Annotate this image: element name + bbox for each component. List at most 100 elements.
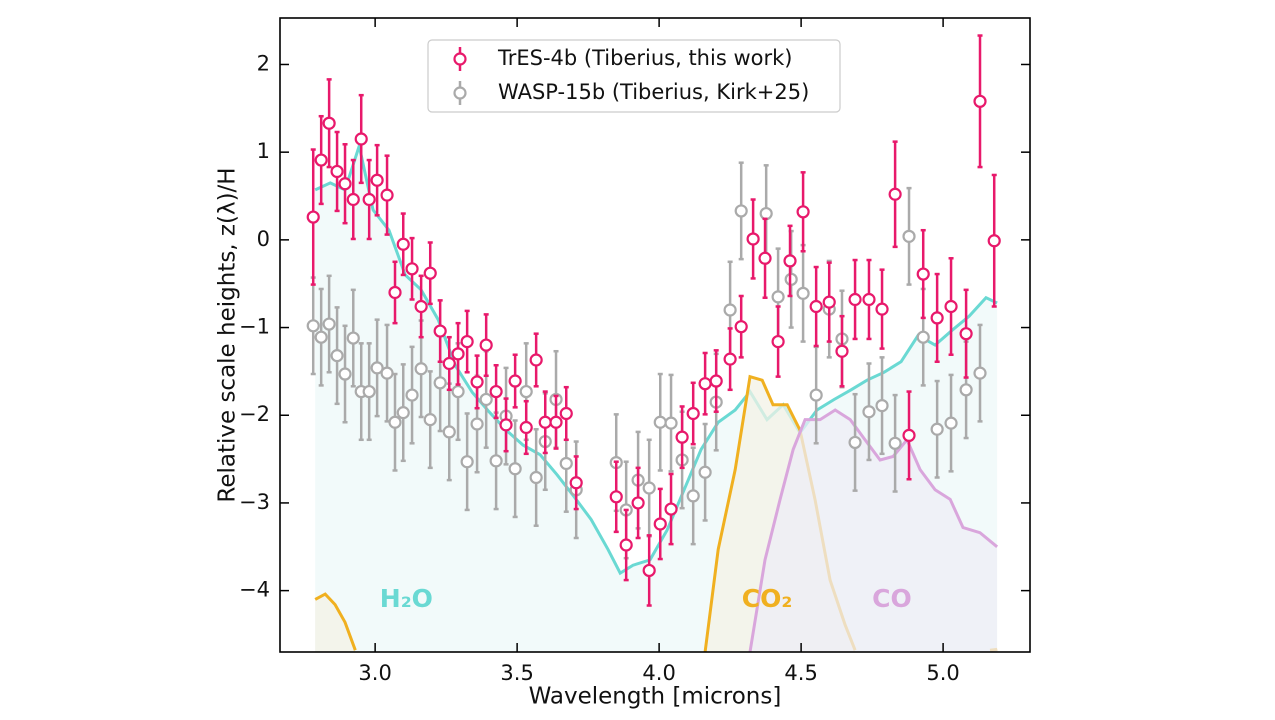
- data-point: [698, 377, 712, 391]
- data-point: [698, 465, 712, 479]
- y-axis-label: Relative scale heights, z(λ)/H: [215, 167, 241, 502]
- y-tick-label: 0: [257, 227, 270, 251]
- legend-label: TrES-4b (Tiberius, this work): [497, 46, 792, 70]
- data-point: [499, 418, 513, 432]
- data-point: [362, 192, 376, 207]
- data-point: [396, 406, 410, 420]
- data-point: [973, 366, 987, 380]
- model-fill: [315, 594, 356, 652]
- data-point: [538, 415, 552, 429]
- data-point: [973, 94, 987, 108]
- x-tick-label: 4.5: [784, 661, 817, 685]
- data-point: [723, 352, 737, 366]
- data-point: [519, 420, 533, 435]
- data-point: [451, 384, 465, 399]
- data-point: [519, 384, 533, 399]
- data-point: [433, 324, 447, 338]
- model-label: CO₂: [742, 584, 793, 613]
- data-point: [338, 367, 352, 381]
- data-point: [759, 206, 773, 221]
- data-point: [734, 204, 748, 218]
- data-point: [835, 344, 849, 358]
- x-tick-label: 3.5: [500, 661, 533, 685]
- data-point: [848, 435, 862, 450]
- data-point: [631, 496, 645, 510]
- data-point: [388, 415, 402, 429]
- data-point: [423, 413, 437, 427]
- data-point: [771, 290, 785, 304]
- data-point: [862, 292, 876, 307]
- data-point: [306, 319, 320, 333]
- data-point: [758, 251, 772, 265]
- data-point: [479, 338, 493, 352]
- data-point: [916, 330, 930, 344]
- data-point: [489, 454, 503, 468]
- data-point: [306, 210, 320, 224]
- data-point: [370, 361, 384, 375]
- data-point: [902, 428, 916, 443]
- data-point: [902, 229, 916, 243]
- data-point: [508, 462, 522, 476]
- data-point: [888, 187, 902, 201]
- data-point: [489, 384, 503, 399]
- x-tick-label: 3.0: [358, 661, 391, 685]
- model-line: [314, 592, 357, 651]
- x-tick-label: 4.0: [642, 661, 675, 685]
- data-point: [529, 353, 543, 367]
- data-point: [642, 481, 656, 495]
- model-label: H₂O: [380, 584, 433, 613]
- model-line: [748, 408, 999, 652]
- data-point: [559, 456, 573, 471]
- plot-frame: [279, 17, 1031, 653]
- data-point: [686, 489, 700, 503]
- data-point: [822, 295, 836, 309]
- data-point: [433, 376, 447, 390]
- data-point: [709, 374, 723, 388]
- data-point: [862, 405, 876, 419]
- legend-marker: [453, 86, 467, 100]
- data-point: [771, 334, 785, 349]
- data-point: [451, 347, 465, 361]
- data-point: [549, 415, 563, 429]
- data-point: [916, 267, 930, 281]
- models: [314, 140, 999, 652]
- data-point: [380, 188, 394, 202]
- legend-marker: [453, 52, 467, 66]
- x-tick-label: 5.0: [926, 661, 959, 685]
- legend-box: [427, 39, 841, 113]
- data-point: [642, 563, 656, 578]
- data-point: [442, 425, 456, 439]
- data-point: [959, 383, 973, 397]
- data-point: [796, 205, 810, 219]
- data-point: [346, 331, 360, 345]
- data-point: [460, 455, 474, 469]
- data-point: [809, 299, 823, 314]
- data-point: [354, 132, 368, 146]
- data-point: [559, 406, 573, 421]
- data-point: [396, 237, 410, 251]
- x-axis-label: Wavelength [microns]: [529, 684, 782, 710]
- data-point: [414, 299, 428, 314]
- data-point: [734, 320, 748, 334]
- data-point: [479, 392, 493, 407]
- data-point: [370, 173, 384, 187]
- data-point: [875, 302, 889, 316]
- data-point: [875, 398, 889, 413]
- data-point: [944, 299, 958, 314]
- y-tick-label: −2: [239, 402, 270, 426]
- data-point: [783, 254, 797, 268]
- data-point: [330, 164, 344, 179]
- data-point: [423, 266, 437, 280]
- data-point: [675, 430, 689, 444]
- data-point: [664, 502, 678, 516]
- data-point: [380, 366, 394, 380]
- y-tick-label: −4: [239, 578, 270, 602]
- data-point: [609, 490, 623, 504]
- y-tick-label: 2: [257, 51, 270, 75]
- data-point: [796, 286, 810, 300]
- data-point: [930, 422, 944, 436]
- data-point: [314, 153, 328, 167]
- data-point: [653, 517, 667, 531]
